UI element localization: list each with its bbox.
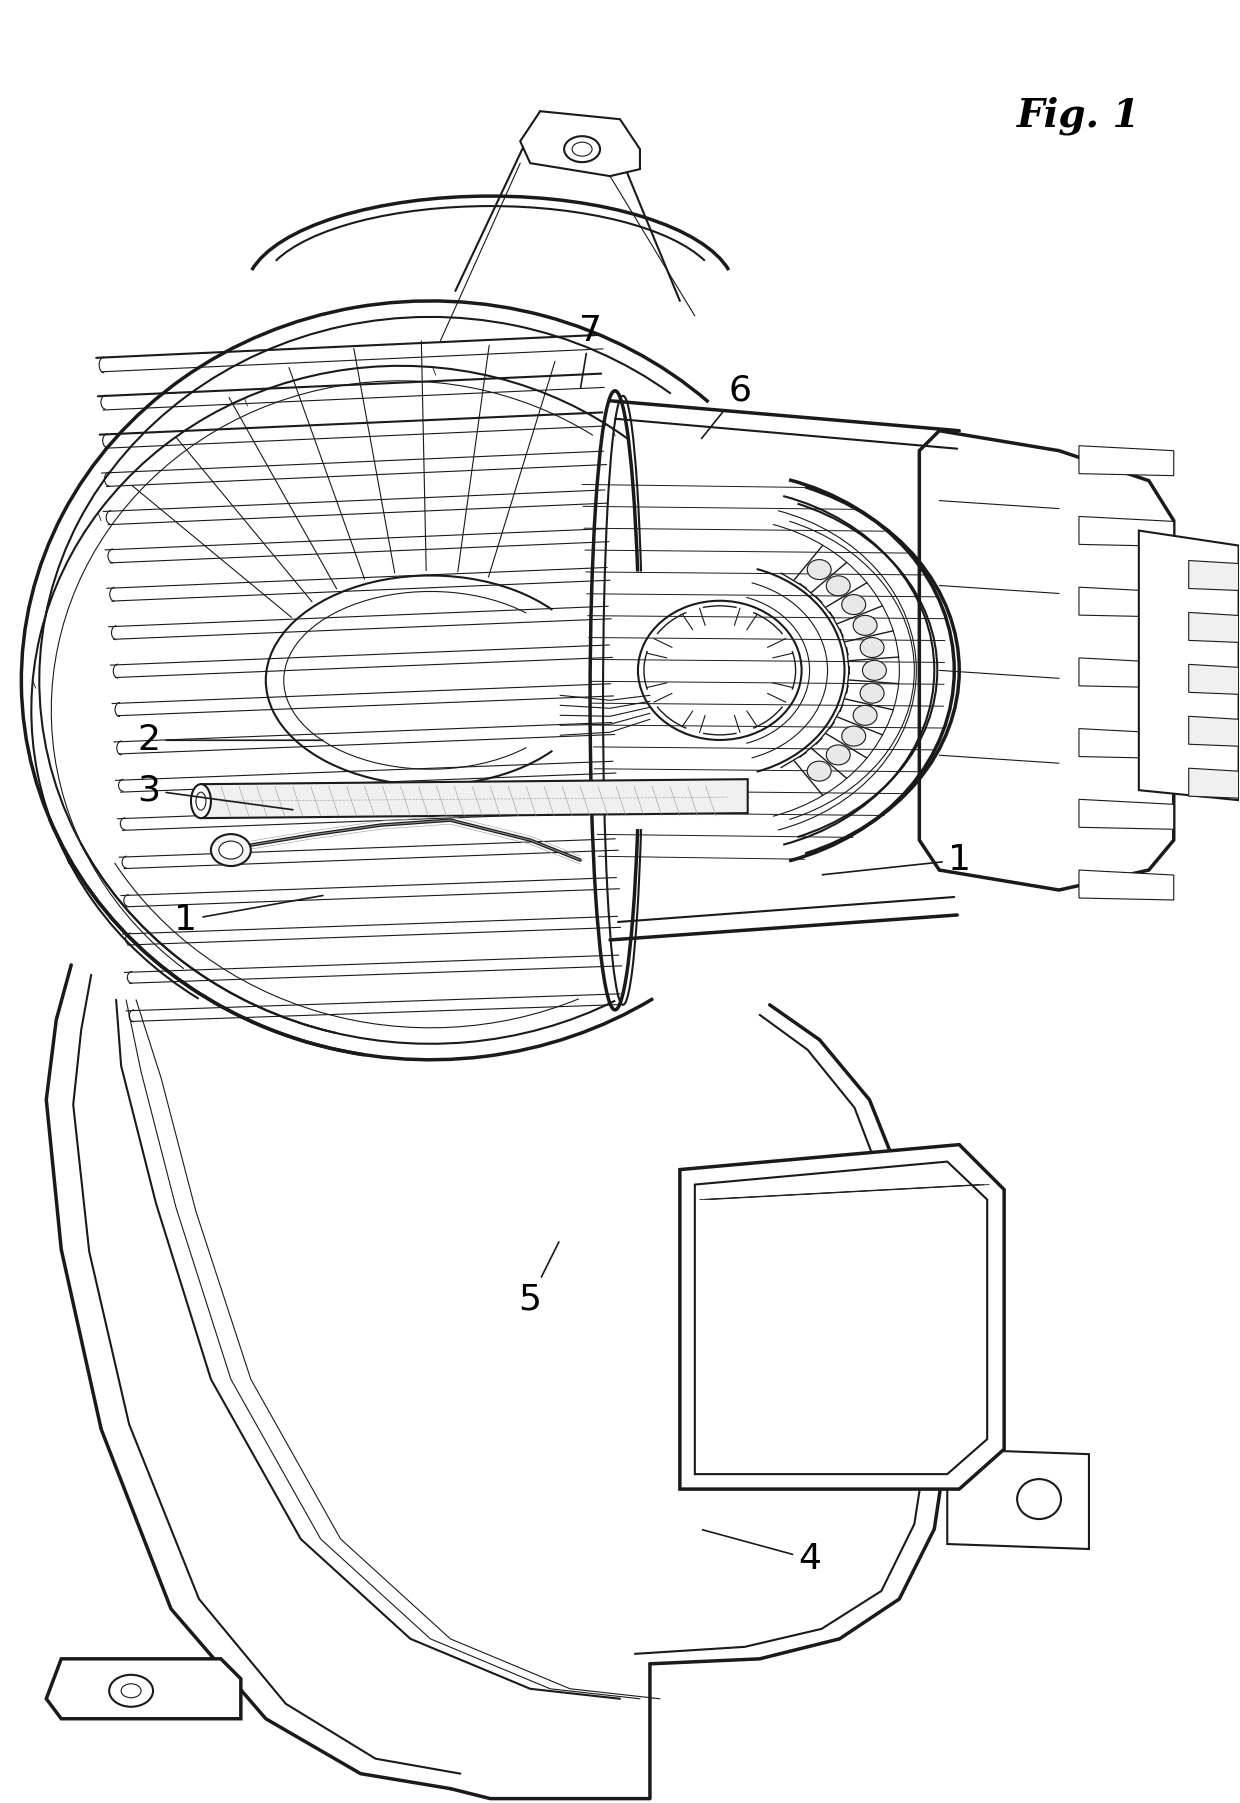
Ellipse shape bbox=[807, 761, 831, 781]
Polygon shape bbox=[1189, 613, 1239, 642]
Ellipse shape bbox=[826, 575, 851, 595]
Polygon shape bbox=[1189, 664, 1239, 694]
Ellipse shape bbox=[863, 660, 887, 680]
Ellipse shape bbox=[219, 840, 243, 858]
Text: 4: 4 bbox=[703, 1529, 821, 1576]
Ellipse shape bbox=[122, 1684, 141, 1698]
Polygon shape bbox=[1138, 530, 1239, 801]
Ellipse shape bbox=[109, 1675, 153, 1707]
Text: Fig. 1: Fig. 1 bbox=[1017, 96, 1141, 135]
Text: 5: 5 bbox=[518, 1242, 559, 1316]
Ellipse shape bbox=[861, 683, 884, 703]
Text: 1: 1 bbox=[175, 896, 322, 938]
Ellipse shape bbox=[853, 615, 877, 635]
Ellipse shape bbox=[807, 559, 831, 579]
Text: 1: 1 bbox=[822, 844, 971, 876]
Polygon shape bbox=[1079, 445, 1174, 476]
Text: 6: 6 bbox=[702, 373, 751, 438]
Polygon shape bbox=[947, 1450, 1089, 1549]
Ellipse shape bbox=[211, 835, 250, 865]
Polygon shape bbox=[1189, 768, 1239, 799]
Ellipse shape bbox=[1017, 1478, 1061, 1520]
Ellipse shape bbox=[826, 745, 851, 764]
Polygon shape bbox=[1079, 658, 1174, 687]
Text: 2: 2 bbox=[138, 723, 322, 757]
Polygon shape bbox=[46, 1659, 241, 1718]
Ellipse shape bbox=[853, 705, 877, 725]
Polygon shape bbox=[919, 431, 1174, 891]
Ellipse shape bbox=[564, 137, 600, 162]
Ellipse shape bbox=[842, 595, 866, 615]
Ellipse shape bbox=[842, 727, 866, 746]
Polygon shape bbox=[521, 112, 640, 177]
Polygon shape bbox=[1079, 871, 1174, 900]
Polygon shape bbox=[201, 779, 748, 819]
Polygon shape bbox=[1079, 728, 1174, 759]
Ellipse shape bbox=[572, 142, 591, 157]
Text: 7: 7 bbox=[579, 314, 601, 388]
Polygon shape bbox=[1079, 516, 1174, 546]
Text: 3: 3 bbox=[138, 773, 293, 810]
Polygon shape bbox=[1079, 799, 1174, 829]
Ellipse shape bbox=[196, 792, 206, 810]
Polygon shape bbox=[1189, 561, 1239, 590]
Polygon shape bbox=[680, 1145, 1004, 1489]
Polygon shape bbox=[1079, 588, 1174, 617]
Ellipse shape bbox=[191, 784, 211, 819]
Polygon shape bbox=[1189, 716, 1239, 746]
Ellipse shape bbox=[861, 638, 884, 658]
Polygon shape bbox=[694, 1161, 987, 1475]
